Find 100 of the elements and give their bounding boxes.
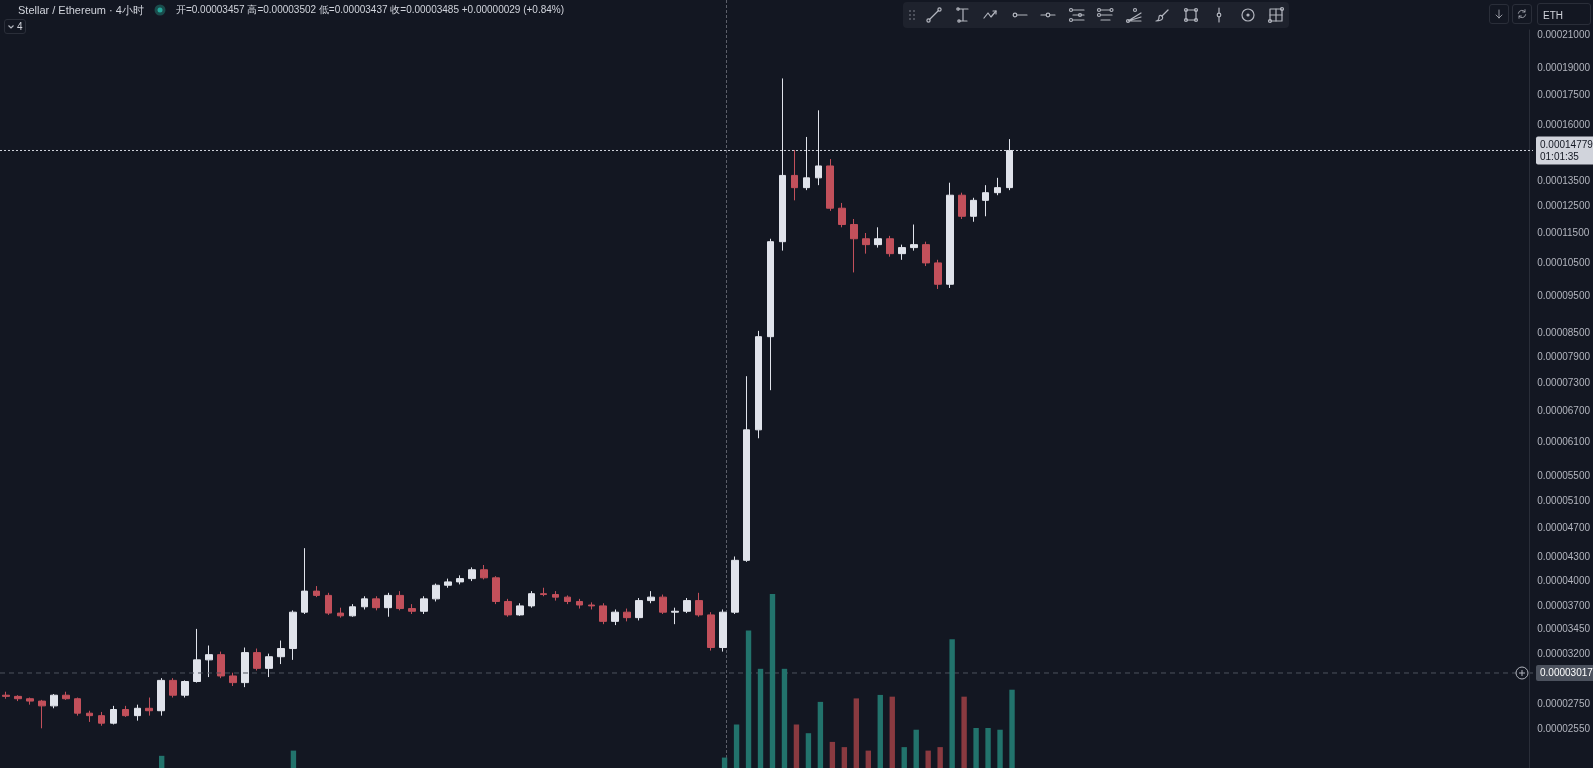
- candlestick: [456, 574, 464, 585]
- candlestick: [731, 555, 739, 615]
- candlestick: [301, 547, 308, 615]
- y-tick-label: 0.00010500: [1537, 257, 1591, 269]
- candlestick: [564, 594, 571, 605]
- candlestick: [492, 575, 500, 605]
- y-tick-label: 0.00016000: [1537, 118, 1591, 130]
- candlestick: [205, 645, 213, 678]
- candlestick: [898, 244, 906, 261]
- bar: [769, 594, 776, 768]
- y-tick-label: 0.00004300: [1537, 550, 1591, 562]
- currency-dropdown: ETH: [1537, 3, 1591, 25]
- candlestick: [361, 595, 368, 610]
- candlestick: [241, 647, 249, 688]
- bar: [877, 694, 883, 768]
- bar: [805, 733, 812, 768]
- candlestick: [994, 177, 1001, 196]
- candlestick: [659, 594, 667, 615]
- chart-subtitle: 开=0.00003457 高=0.00003502 低=0.00003437 收=0.00003485 +0.00000029 (+0.84%): [175, 3, 565, 17]
- bar: [973, 727, 979, 768]
- candlestick: [2, 691, 10, 700]
- candlestick: [599, 602, 607, 625]
- bar: [853, 698, 860, 768]
- candlestick: [611, 608, 619, 626]
- y-tick-label: 0.00003200: [1537, 648, 1591, 660]
- y-tick-label: 0.00003700: [1537, 600, 1591, 612]
- candlestick: [122, 705, 129, 718]
- y-tick-label: 0.00006100: [1537, 435, 1591, 447]
- y-tick-label: 0.00021000: [1537, 29, 1591, 41]
- candlestick: [516, 602, 524, 617]
- y-tick-label: 0.00006700: [1537, 405, 1591, 417]
- candlestick: [803, 136, 810, 191]
- candlestick: [277, 640, 285, 665]
- bar: [1009, 689, 1015, 768]
- candlestick: [480, 564, 488, 580]
- candlestick: [946, 182, 954, 289]
- bar: [889, 696, 895, 768]
- candlestick: [838, 202, 846, 228]
- ref-line-label: 0.00014779 01:01:35: [1540, 139, 1593, 162]
- chart-title: Stellar / Ethereum · 4小时: [18, 2, 144, 18]
- candlestick: [528, 590, 535, 609]
- candlestick: [635, 597, 643, 621]
- y-tick-label: 0.00017500: [1537, 89, 1591, 101]
- candlestick: [193, 628, 201, 684]
- bar: [913, 729, 919, 768]
- candlestick: [50, 693, 58, 709]
- candlestick: [468, 566, 476, 582]
- candlestick: [313, 585, 320, 598]
- candlestick: [145, 697, 153, 717]
- y-tick-label: 0.00012500: [1537, 200, 1591, 212]
- candlestick: [349, 603, 356, 618]
- bar: [793, 724, 800, 768]
- candlestick: [707, 611, 715, 652]
- y-tick-label: 0.00011500: [1537, 227, 1590, 239]
- y-tick-label: 0.00008500: [1537, 326, 1591, 338]
- candlestick: [767, 238, 774, 391]
- y-tick-label: 0.00004000: [1537, 574, 1591, 586]
- candlestick: [934, 259, 942, 290]
- y-tick-label: 0.00009500: [1537, 290, 1591, 302]
- candlestick: [982, 184, 989, 217]
- bar: [997, 729, 1003, 768]
- candlestick: [850, 218, 858, 273]
- candlestick: [922, 241, 930, 267]
- y-tick-label: 0.00007900: [1537, 350, 1591, 362]
- candlestick: [588, 601, 595, 610]
- candlestick: [958, 192, 966, 220]
- candlestick: [408, 603, 416, 615]
- bar: [158, 755, 165, 768]
- candlestick: [134, 704, 141, 722]
- candlestick: [217, 651, 225, 679]
- candlestick: [743, 375, 750, 563]
- y-tick-label: 0.00005500: [1537, 470, 1591, 482]
- candlestick: [74, 697, 81, 717]
- candlestick: [38, 699, 46, 729]
- y-tick-label: 0.00005100: [1537, 494, 1591, 506]
- bar: [757, 668, 764, 768]
- candlestick: [862, 232, 870, 255]
- candlestick: [265, 653, 273, 678]
- candlestick: [110, 705, 117, 725]
- candlestick: [671, 607, 679, 625]
- candlestick: [396, 590, 404, 611]
- y-tick-label: 0.00019000: [1537, 62, 1591, 74]
- candlestick: [253, 648, 261, 671]
- y-tick-label: 0.00002550: [1537, 722, 1591, 734]
- ref-line-label: 0.00003017: [1540, 667, 1593, 679]
- bar: [949, 639, 955, 768]
- candlestick: [576, 598, 583, 610]
- candlestick: [683, 597, 691, 614]
- bar: [817, 701, 824, 768]
- candlestick: [26, 697, 34, 706]
- candlestick: [540, 587, 547, 597]
- bar: [841, 747, 848, 768]
- candlestick: [1006, 138, 1013, 191]
- candlestick: [157, 677, 165, 717]
- bar: [290, 750, 297, 768]
- bar: [961, 696, 967, 768]
- candlestick: [970, 197, 977, 223]
- candlestick: [325, 592, 332, 616]
- annotation: 4: [17, 20, 23, 33]
- candlestick: [910, 224, 918, 252]
